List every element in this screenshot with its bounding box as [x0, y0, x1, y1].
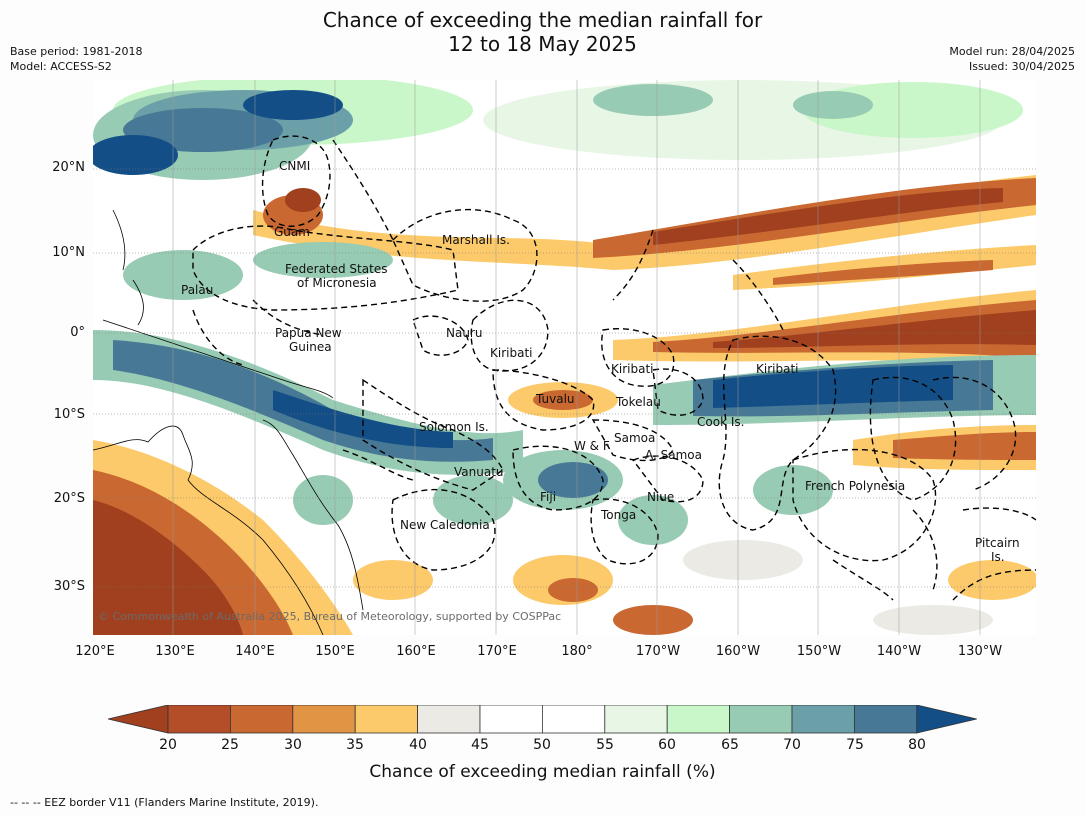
colorbar-segment	[854, 705, 918, 734]
place-label-fsm-line2: of Micronesia	[297, 276, 377, 290]
colorbar-tick: 80	[908, 737, 926, 753]
eez-footnote: -- -- -- EEZ border V11 (Flanders Marine…	[10, 796, 319, 809]
lon-label: 160°W	[715, 644, 761, 659]
place-label-fiji: Fiji	[540, 490, 557, 504]
lon-label: 160°E	[396, 644, 436, 659]
base-period-text: Base period: 1981-2018	[10, 45, 143, 58]
colorbar-segment	[292, 705, 356, 734]
colorbar-arrow-low	[108, 705, 169, 734]
colorbar	[108, 705, 977, 734]
place-label-kiribati-central: Kiribati	[611, 362, 654, 376]
place-label-niue: Niue	[647, 490, 675, 504]
lon-label: 170°W	[635, 644, 681, 659]
lat-label: 30°S	[53, 579, 85, 594]
colorbar-segment	[167, 705, 231, 734]
colorbar-tick: 65	[721, 737, 739, 753]
colorbar-tick: 55	[596, 737, 614, 753]
colorbar-segment	[541, 705, 606, 734]
place-label-marshall-islands: Marshall Is.	[442, 233, 510, 247]
map-title-line2: 12 to 18 May 2025	[448, 32, 637, 56]
lat-label: 10°S	[53, 407, 85, 422]
place-label-kiribati-west: Kiribati	[490, 346, 533, 360]
lon-label: 150°W	[796, 644, 842, 659]
colorbar-segment	[230, 705, 294, 734]
colorbar-tick: 30	[284, 737, 302, 753]
place-label-wallis-futuna: W & F	[574, 439, 610, 453]
colorbar-segment	[604, 705, 668, 734]
lon-label: 130°E	[155, 644, 195, 659]
lon-label: 180°	[561, 644, 593, 659]
lat-label: 10°N	[52, 245, 85, 260]
colorbar-segment	[479, 705, 543, 734]
colorbar-segment	[354, 705, 418, 734]
lat-label: 20°S	[53, 491, 85, 506]
lat-label: 20°N	[52, 160, 85, 175]
lon-label: 150°E	[315, 644, 355, 659]
place-label-palau: Palau	[181, 283, 214, 297]
place-label-french-polynesia: French Polynesia	[805, 479, 906, 493]
place-label-kiribati-east: Kiribati	[756, 362, 799, 376]
lon-label: 130°W	[957, 644, 1003, 659]
map-title-line1: Chance of exceeding the median rainfall …	[322, 8, 763, 32]
colorbar-segment	[417, 705, 481, 734]
lon-label: 140°W	[876, 644, 922, 659]
issued-text: Issued: 30/04/2025	[968, 60, 1075, 73]
place-label-pitcairn-line1: Pitcairn	[975, 536, 1020, 550]
colorbar-segment	[791, 705, 855, 734]
colorbar-tick: 20	[159, 737, 177, 753]
place-label-tuvalu: Tuvalu	[536, 392, 575, 406]
colorbar-tick: 40	[409, 737, 427, 753]
place-label-nauru: Nauru	[446, 326, 483, 340]
place-label-american-samoa: A. Samoa	[645, 448, 702, 462]
colorbar-tick: 25	[221, 737, 239, 753]
lon-label: 120°E	[75, 644, 115, 659]
colorbar-tick: 45	[471, 737, 489, 753]
place-label-tokelau: Tokelau	[616, 395, 661, 409]
place-label-new-caledonia: New Caledonia	[400, 518, 490, 532]
place-label-vanuatu: Vanuatu	[454, 465, 504, 479]
colorbar-tick: 50	[533, 737, 551, 753]
place-label-solomon-islands: Solomon Is.	[419, 420, 489, 434]
place-label-png-line2: Guinea	[289, 340, 332, 354]
place-label-fsm-line1: Federated States	[285, 262, 388, 276]
place-label-tonga: Tonga	[601, 508, 637, 522]
copyright-notice: © Commonwealth of Australia 2025, Bureau…	[98, 610, 562, 623]
model-text: Model: ACCESS-S2	[10, 60, 112, 73]
colorbar-arrow-high	[916, 705, 977, 734]
place-label-guam: Guam	[274, 225, 310, 239]
colorbar-label: Chance of exceeding median rainfall (%)	[369, 762, 716, 782]
colorbar-segment	[729, 705, 793, 734]
rainfall-map	[93, 80, 1036, 635]
lon-label: 140°E	[235, 644, 275, 659]
place-label-samoa: Samoa	[614, 431, 656, 445]
colorbar-tick: 70	[783, 737, 801, 753]
colorbar-tick: 60	[658, 737, 676, 753]
place-label-cook-islands: Cook Is.	[697, 415, 745, 429]
lon-label: 170°E	[477, 644, 517, 659]
colorbar-tick: 35	[346, 737, 364, 753]
place-label-cnmi: CNMI	[279, 159, 311, 173]
colorbar-tick: 75	[846, 737, 864, 753]
colorbar-segment	[666, 705, 731, 734]
place-label-png-line1: Papua New	[275, 326, 342, 340]
place-label-pitcairn-line2: Is.	[991, 550, 1005, 564]
model-run-text: Model run: 28/04/2025	[949, 45, 1075, 58]
lat-label: 0°	[70, 325, 85, 340]
